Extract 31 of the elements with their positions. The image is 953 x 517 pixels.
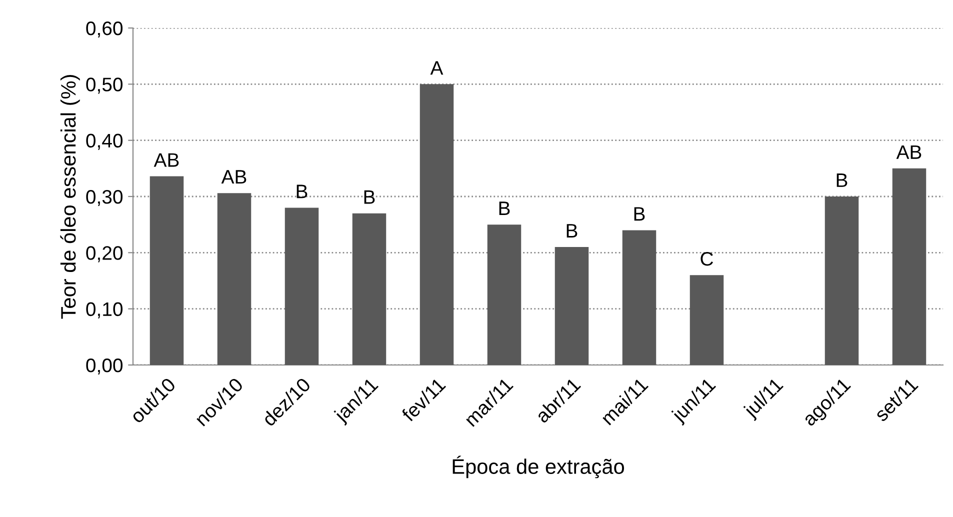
annotation: C: [700, 252, 714, 266]
y-tick-label: 0,30: [86, 190, 123, 206]
y-tick-label: 0,60: [86, 21, 123, 38]
bar: [352, 213, 386, 365]
annotation: AB: [221, 170, 246, 184]
bar: [284, 208, 319, 365]
annotation: B: [566, 224, 578, 238]
y-tick-label: 0,40: [86, 134, 123, 150]
x-axis-title: Época de extração: [452, 456, 624, 478]
bar: [420, 84, 454, 365]
annotation: B: [364, 190, 375, 204]
bar: [824, 196, 859, 365]
y-tick-label: 0,50: [86, 78, 123, 94]
annotation: B: [296, 184, 308, 198]
y-tick-label: 0,10: [86, 302, 123, 318]
y-tick-label: 0,00: [86, 358, 123, 375]
bar: [554, 247, 589, 365]
y-axis-title: Teor de óleo essencial (%): [60, 75, 80, 319]
annotation: A: [430, 61, 444, 75]
bar: [217, 193, 252, 365]
annotation: B: [499, 202, 510, 215]
annotation: AB: [896, 145, 922, 159]
bar: [487, 224, 522, 365]
annotation: B: [634, 207, 645, 221]
bar: [892, 168, 926, 365]
bar: [622, 230, 656, 365]
y-tick-label: 0,20: [86, 246, 123, 262]
annotation: AB: [154, 153, 179, 167]
bar: [690, 275, 724, 365]
bar: [150, 176, 184, 365]
annotation: B: [836, 174, 848, 187]
